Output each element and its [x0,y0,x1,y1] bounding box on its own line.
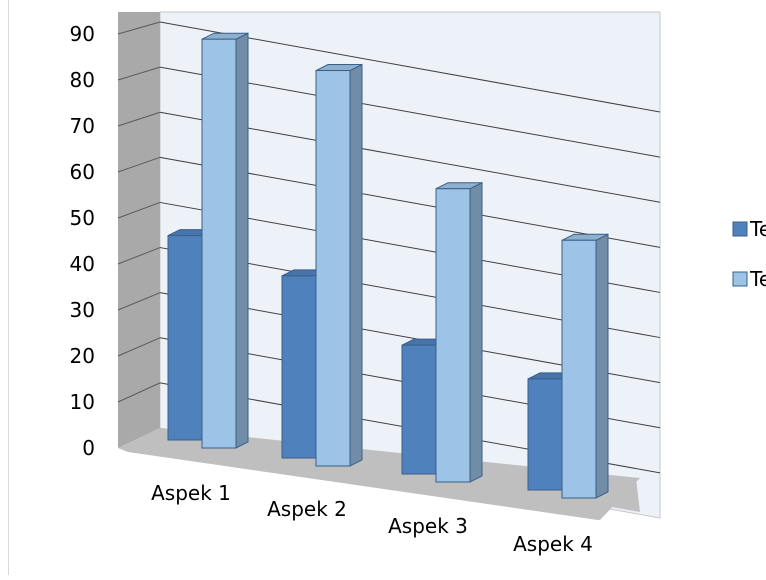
y-tick-label: 70 [70,114,95,138]
bar-front-face [315,70,351,467]
y-tick-label: 30 [70,298,95,322]
y-tick-label: 40 [70,252,95,276]
gridline-side [117,66,161,81]
gridline-side [117,382,161,403]
gridline-side [117,201,161,219]
gridline-side [117,111,161,127]
legend-label: Te [749,267,766,291]
bar-2-3 [435,181,483,483]
legend-swatch [732,271,748,287]
y-tick-label: 50 [70,206,95,230]
bar-front-face [561,239,597,499]
bar-front-face [201,38,237,449]
bar-2-4 [561,233,609,499]
x-tick-label: Aspek 1 [151,481,231,505]
y-axis-tick-labels: 0 10 20 30 40 50 60 70 80 90 [70,22,95,460]
chart-bars [167,32,609,499]
gridline-side [117,292,161,311]
bar-front-face [167,235,203,441]
gridline-side [117,156,161,173]
x-axis-tick-labels: Aspek 1 Aspek 2 Aspek 3 Aspek 4 [151,481,593,556]
bar-2-1 [201,32,249,449]
chart-legend: Te Te [732,217,766,291]
bar-front-face [281,275,317,459]
bar-side-face [595,233,609,499]
gridline-side [117,21,161,35]
x-tick-label: Aspek 2 [267,497,347,521]
legend-label: Te [749,217,766,241]
legend-swatch [732,221,748,237]
frame-border-line [8,0,9,575]
side-wall [118,12,160,448]
y-tick-label: 60 [70,160,95,184]
bar-side-face [235,32,249,449]
y-tick-label: 10 [70,390,95,414]
y-tick-label: 80 [70,68,95,92]
bar-side-face [469,181,483,483]
gridline-side [117,337,161,357]
floor-top [118,428,640,520]
gridline-side [117,247,161,265]
bar-front-face [401,344,437,475]
bar-front-face [435,188,471,483]
bar-2-2 [315,63,363,467]
y-tick-label: 0 [82,436,95,460]
x-tick-label: Aspek 4 [513,532,593,556]
bar-front-face [527,378,563,491]
x-tick-label: Aspek 3 [388,514,468,538]
y-tick-label: 20 [70,344,95,368]
bar-side-face [349,63,363,467]
y-tick-label: 90 [70,22,95,46]
